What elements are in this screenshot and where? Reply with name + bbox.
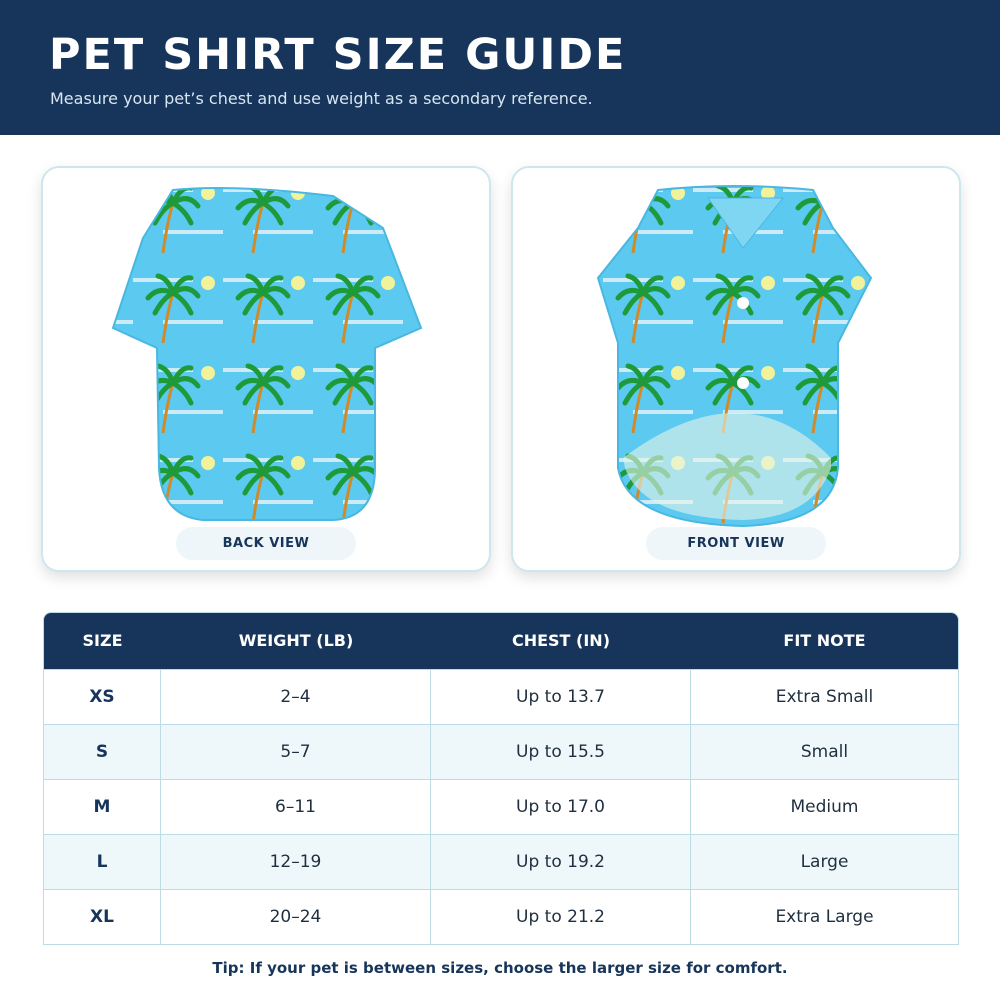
table-cell: M [44, 779, 161, 834]
front-shirt [596, 185, 873, 528]
column-header: CHEST (IN) [431, 613, 691, 669]
front-view-card: FRONT VIEW [511, 166, 961, 572]
table-cell: Up to 13.7 [431, 669, 691, 724]
table-cell: 20–24 [161, 889, 431, 944]
table-cell: Extra Large [691, 889, 958, 944]
title: PET SHIRT SIZE GUIDE [49, 30, 627, 80]
table-cell: Up to 19.2 [431, 834, 691, 889]
table-cell: S [44, 724, 161, 779]
table-cell: XS [44, 669, 161, 724]
subtitle: Measure your pet’s chest and use weight … [50, 89, 593, 108]
size-table: SIZE WEIGHT (LB) CHEST (IN) FIT NOTE XS 2–4 Up… [43, 612, 959, 945]
table-cell: 12–19 [161, 834, 431, 889]
table-cell: Large [691, 834, 958, 889]
column-header: WEIGHT (LB) [161, 613, 431, 669]
table-cell: XL [44, 889, 161, 944]
table-cell: Medium [691, 779, 958, 834]
table-cell: Up to 21.2 [431, 889, 691, 944]
column-header: SIZE [44, 613, 161, 669]
table-cell: 2–4 [161, 669, 431, 724]
view-label: FRONT VIEW [646, 527, 826, 560]
table-cell: Small [691, 724, 958, 779]
table-cell: 5–7 [161, 724, 431, 779]
header: PET SHIRT SIZE GUIDE Measure your pet’s … [0, 0, 1000, 135]
column-header: FIT NOTE [691, 613, 958, 669]
table-cell: L [44, 834, 161, 889]
back-shirt [111, 187, 423, 521]
table-cell: 6–11 [161, 779, 431, 834]
tip: Tip: If your pet is between sizes, choos… [212, 959, 788, 977]
table-cell: Up to 15.5 [431, 724, 691, 779]
back-view-card: BACK VIEW [41, 166, 491, 572]
table-cell: Up to 17.0 [431, 779, 691, 834]
view-label: BACK VIEW [176, 527, 356, 560]
table-cell: Extra Small [691, 669, 958, 724]
